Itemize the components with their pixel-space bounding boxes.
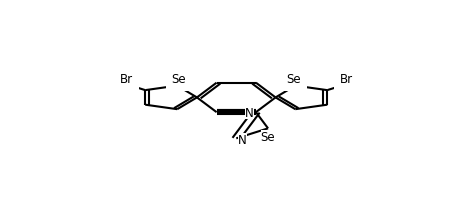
Text: N: N [245,107,254,120]
Text: Se: Se [286,72,301,85]
Text: Br: Br [119,73,133,86]
Text: Se: Se [171,72,186,85]
Text: N: N [238,133,247,146]
Text: Br: Br [340,73,353,86]
Text: Se: Se [261,131,275,144]
